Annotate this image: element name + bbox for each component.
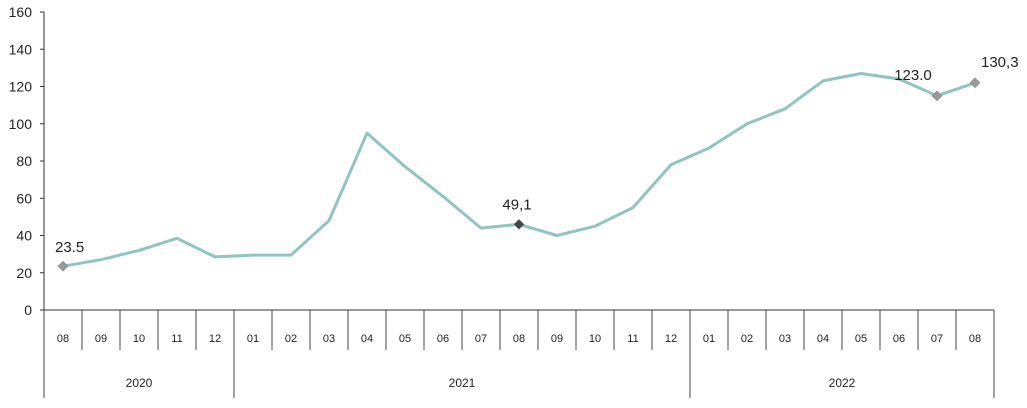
x-tick-label: 09 xyxy=(95,333,107,345)
x-tick-label: 12 xyxy=(665,333,677,345)
x-tick-label: 09 xyxy=(551,333,563,345)
y-tick-label: 80 xyxy=(16,153,32,169)
x-tick-label: 08 xyxy=(513,333,525,345)
x-tick-label: 08 xyxy=(969,333,981,345)
year-group-label: 2021 xyxy=(449,376,476,390)
data-point-marker xyxy=(513,218,525,230)
year-group-label: 2020 xyxy=(126,376,153,390)
x-tick-label: 04 xyxy=(817,333,829,345)
x-tick-label: 06 xyxy=(893,333,905,345)
data-point-marker xyxy=(969,77,981,89)
x-tick-label: 01 xyxy=(247,333,259,345)
x-tick-label: 03 xyxy=(779,333,791,345)
x-tick-label: 02 xyxy=(285,333,297,345)
y-tick-label: 120 xyxy=(9,79,33,95)
x-tick-label: 11 xyxy=(171,333,182,345)
year-group-label: 2022 xyxy=(829,376,856,390)
x-tick-label: 01 xyxy=(703,333,715,345)
y-tick-label: 140 xyxy=(9,41,33,57)
x-tick-label: 05 xyxy=(399,333,411,345)
y-tick-label: 0 xyxy=(24,302,32,318)
y-tick-label: 20 xyxy=(16,265,32,281)
x-tick-label: 06 xyxy=(437,333,449,345)
x-tick-label: 12 xyxy=(209,333,221,345)
data-label: 49,1 xyxy=(502,196,531,213)
y-tick-label: 100 xyxy=(9,116,33,132)
x-tick-label: 07 xyxy=(475,333,487,345)
x-tick-label: 11 xyxy=(627,333,638,345)
data-label: 23.5 xyxy=(55,239,84,256)
x-tick-label: 10 xyxy=(589,333,601,345)
x-tick-label: 10 xyxy=(133,333,145,345)
data-point-marker xyxy=(931,90,943,102)
y-tick-label: 40 xyxy=(16,228,32,244)
x-tick-label: 03 xyxy=(323,333,335,345)
y-tick-label: 160 xyxy=(9,4,33,20)
x-tick-label: 07 xyxy=(931,333,943,345)
y-tick-label: 60 xyxy=(16,190,32,206)
x-tick-label: 08 xyxy=(57,333,69,345)
x-tick-label: 05 xyxy=(855,333,867,345)
data-point-marker xyxy=(57,260,69,272)
data-label: 130,3 xyxy=(981,54,1019,71)
data-label: 123.0 xyxy=(894,67,932,84)
x-tick-label: 02 xyxy=(741,333,753,345)
x-tick-label: 04 xyxy=(361,333,373,345)
series-line xyxy=(61,72,977,268)
